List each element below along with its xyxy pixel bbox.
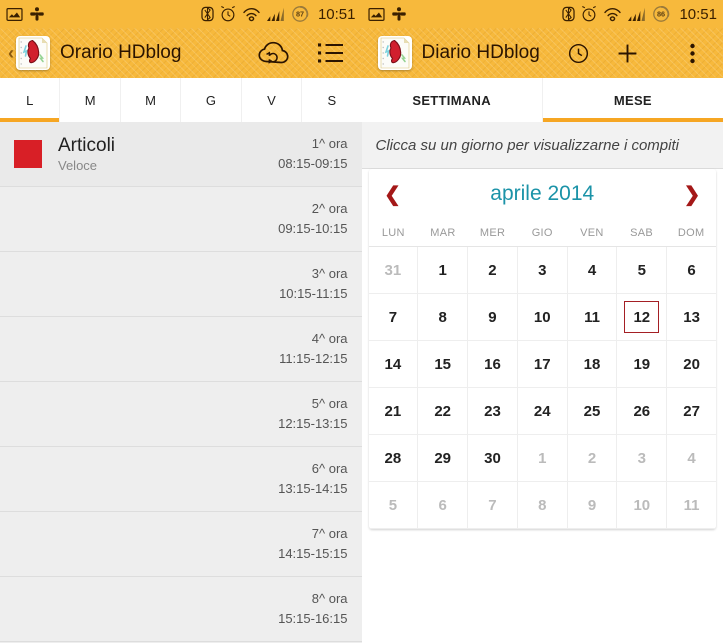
svg-text:86: 86 bbox=[657, 10, 665, 19]
svg-text:87: 87 bbox=[296, 10, 304, 19]
